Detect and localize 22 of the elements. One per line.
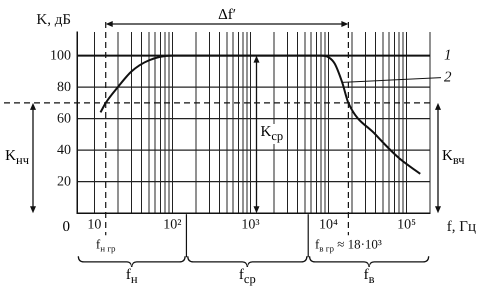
text: f$_{в}$	[362, 267, 376, 288]
text: Δf′	[217, 7, 238, 23]
series-label: 1	[444, 48, 452, 64]
y-tick-label: 20	[57, 174, 71, 190]
x-tick-label: 10⁴	[319, 217, 338, 232]
y-tick-label: 100	[50, 48, 71, 64]
y-axis-title: K, дБ	[36, 12, 71, 28]
x-tick-label: 10⁵	[397, 217, 416, 232]
text: f$_{ср}$	[238, 267, 257, 288]
y-tick-label: 40	[57, 142, 71, 158]
x-tick-label: 10	[87, 217, 102, 232]
text: 2	[444, 70, 452, 86]
text: K$_{нч}$	[4, 148, 30, 168]
y-tick-label: 80	[57, 80, 71, 95]
y-tick-label: 60	[57, 111, 71, 126]
annotation: K$_{ср}$	[260, 124, 284, 144]
text: f$_{н}$	[124, 267, 139, 288]
text: 0	[62, 219, 71, 236]
x-axis-title: f, Гц	[446, 219, 476, 236]
x-tick-label: 10³	[241, 217, 260, 232]
text: K$_{вч}$	[441, 148, 466, 168]
x-tick-label: 10²	[163, 217, 182, 232]
